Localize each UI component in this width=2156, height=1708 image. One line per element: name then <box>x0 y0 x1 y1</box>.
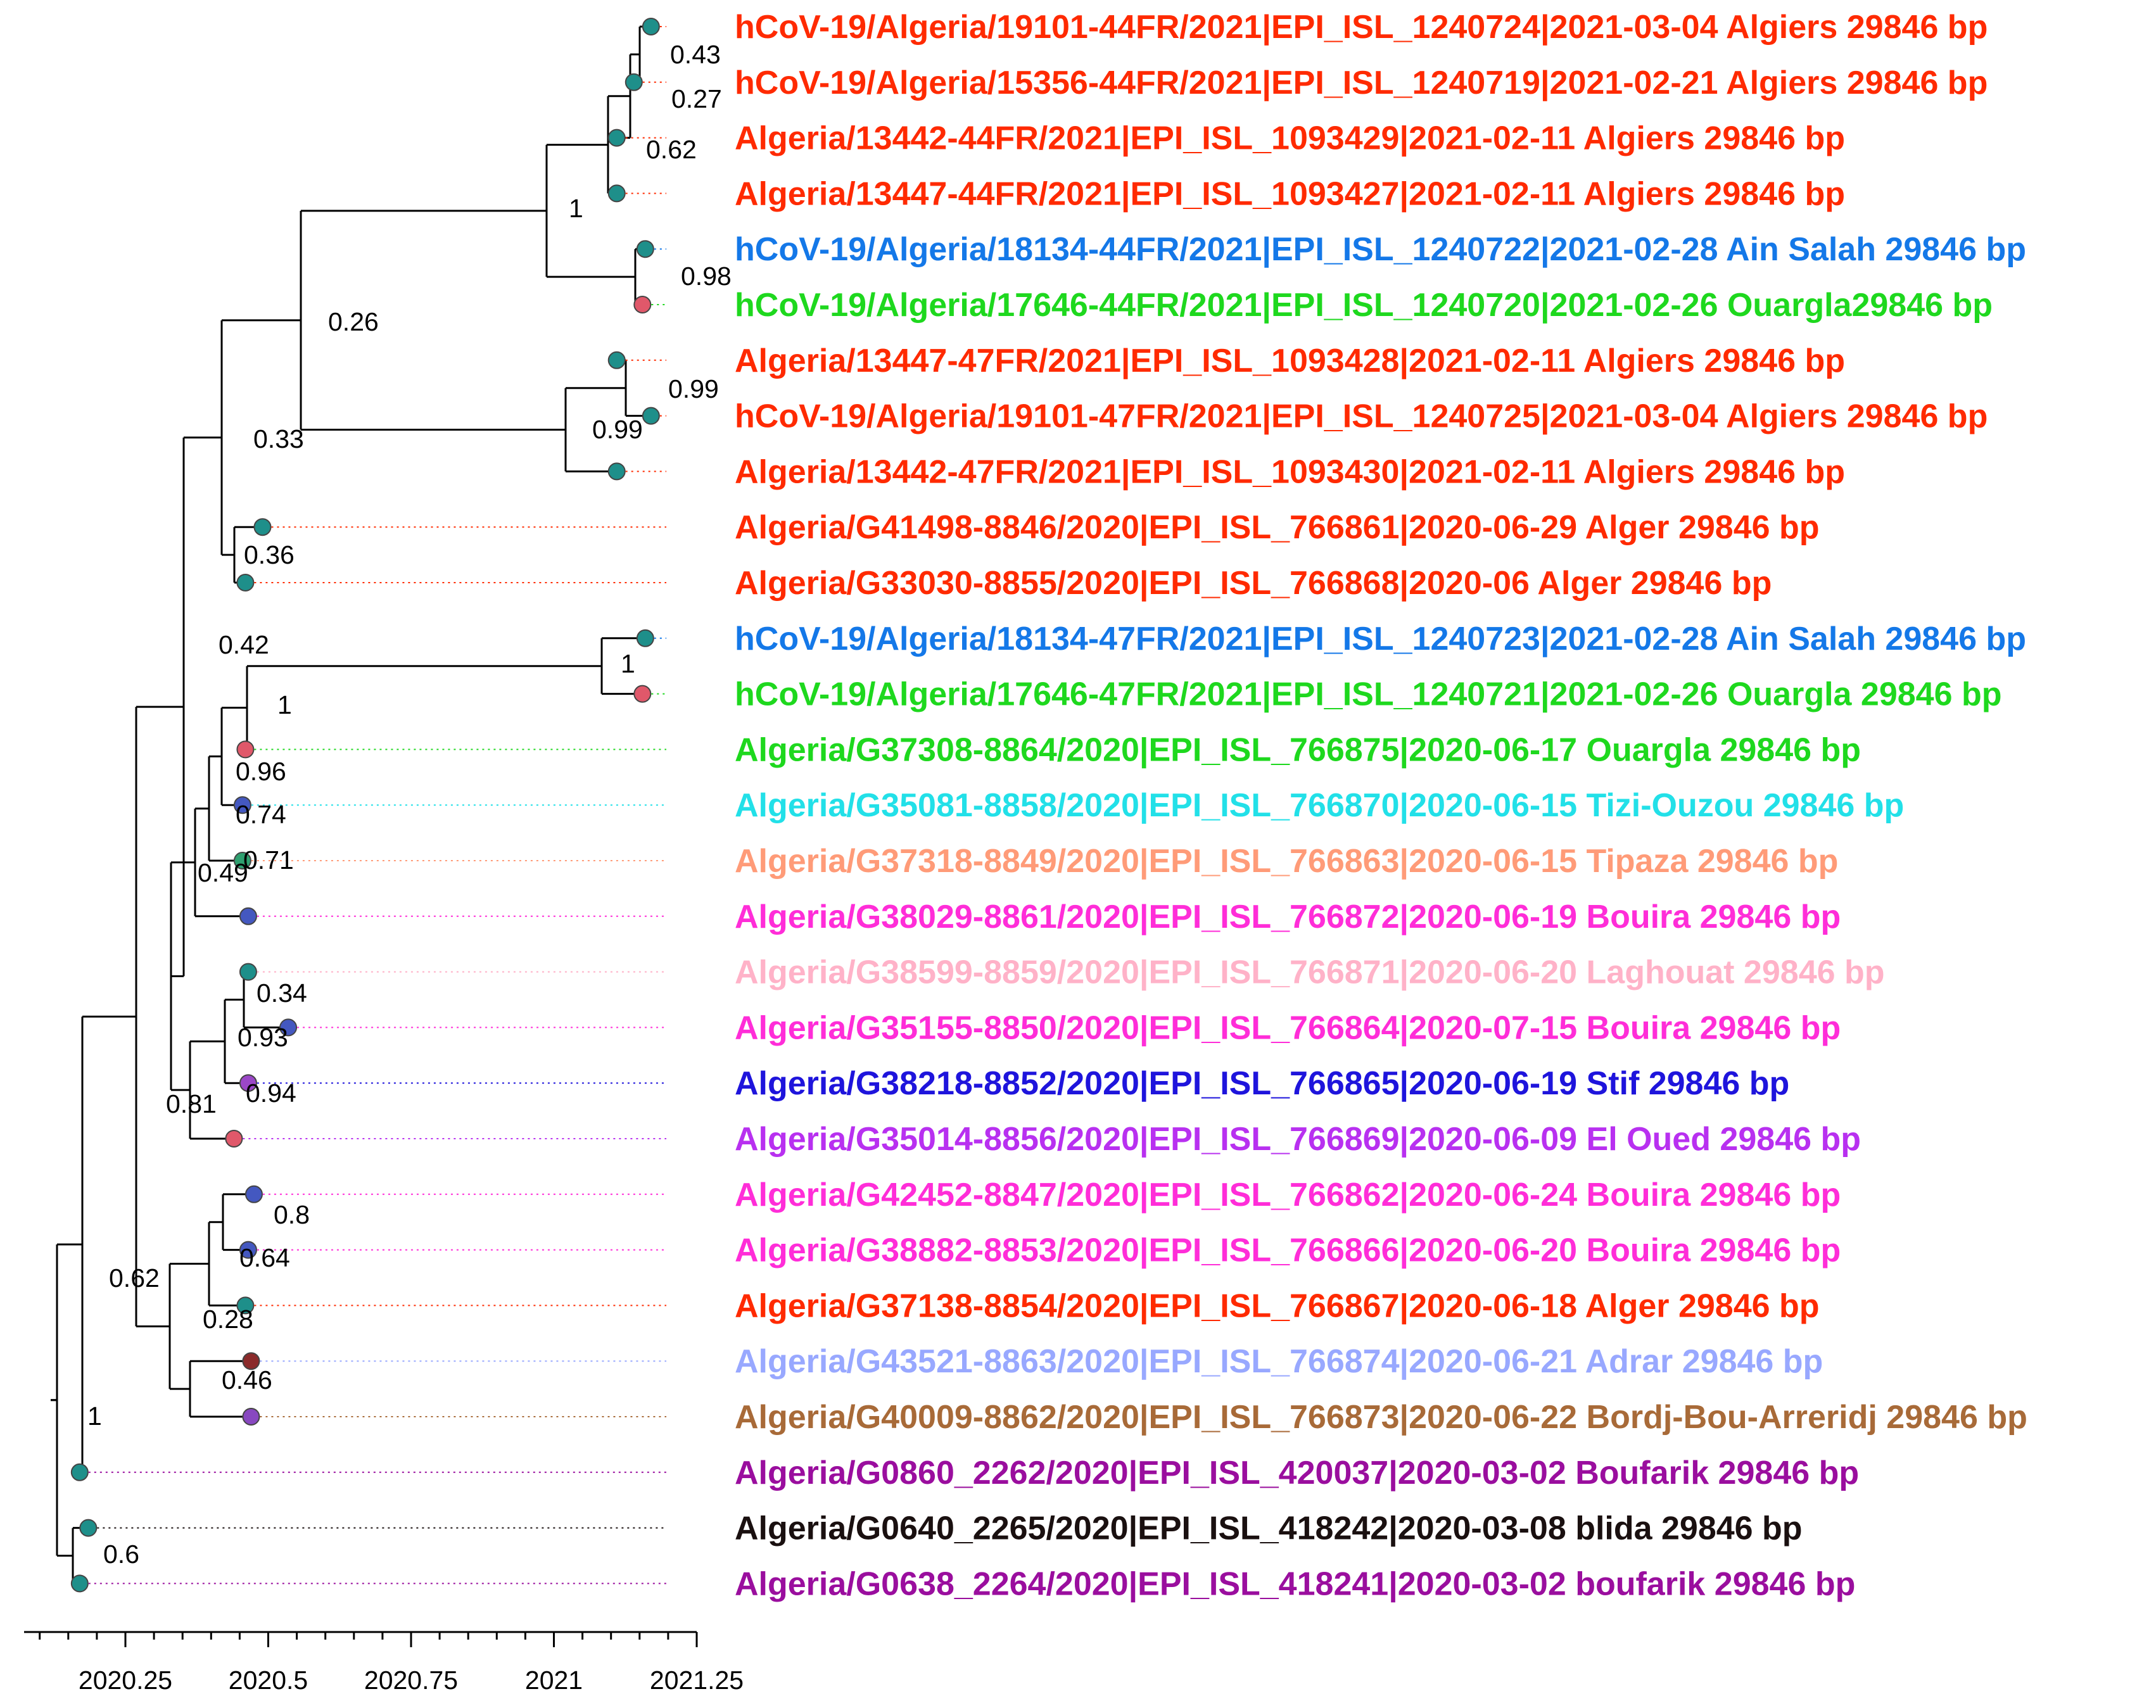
tip-node <box>607 351 626 369</box>
tip-label: Algeria/13442-44FR/2021|EPI_ISL_1093429|… <box>735 120 1845 157</box>
tip-node <box>236 1296 255 1315</box>
tip-node <box>636 240 654 258</box>
tip-node <box>225 1130 243 1148</box>
support-value: 0.93 <box>238 1023 288 1052</box>
support-value: 0.71 <box>243 845 294 875</box>
tip-node <box>239 1241 257 1259</box>
tip-label: Algeria/G0640_2265/2020|EPI_ISL_418242|2… <box>735 1510 1803 1547</box>
tip-node <box>242 1408 260 1426</box>
tip-node <box>239 963 257 981</box>
tip-label: Algeria/G41498-8846/2020|EPI_ISL_766861|… <box>735 509 1820 546</box>
support-value: 0.33 <box>253 424 304 453</box>
axis-tick-label: 2020.75 <box>364 1666 458 1695</box>
support-value: 0.98 <box>681 262 732 291</box>
tip-node <box>244 1185 263 1203</box>
tip-label: Algeria/G37138-8854/2020|EPI_ISL_766867|… <box>735 1287 1820 1324</box>
support-value: 0.64 <box>239 1243 290 1272</box>
support-value: 1 <box>621 649 635 678</box>
tip-label: hCoV-19/Algeria/18134-47FR/2021|EPI_ISL_… <box>735 621 2026 657</box>
tip-node <box>642 407 660 425</box>
tip-label: Algeria/13447-44FR/2021|EPI_ISL_1093427|… <box>735 175 1845 212</box>
support-value: 0.62 <box>109 1263 160 1293</box>
support-value: 0.28 <box>203 1305 253 1334</box>
tip-node <box>70 1463 89 1481</box>
support-value: 0.99 <box>592 415 643 444</box>
tip-node <box>239 1074 257 1092</box>
tip-label: Algeria/G43521-8863/2020|EPI_ISL_766874|… <box>735 1343 1823 1380</box>
tip-label: Algeria/G37308-8864/2020|EPI_ISL_766875|… <box>735 731 1861 768</box>
tip-label: Algeria/G35081-8858/2020|EPI_ISL_766870|… <box>735 787 1904 824</box>
tip-label: Algeria/G38599-8859/2020|EPI_ISL_766871|… <box>735 954 1885 991</box>
axis-tick-label: 2020.25 <box>79 1666 172 1695</box>
support-value: 0.43 <box>670 40 721 69</box>
tip-node <box>633 685 652 703</box>
tip-node <box>633 296 652 313</box>
tip-node <box>636 629 654 647</box>
support-value: 0.62 <box>646 135 697 164</box>
support-value: 0.34 <box>257 978 307 1008</box>
tip-label: Algeria/13447-47FR/2021|EPI_ISL_1093428|… <box>735 343 1845 379</box>
tip-node <box>233 796 251 814</box>
tip-label: Algeria/G38882-8853/2020|EPI_ISL_766866|… <box>735 1232 1841 1269</box>
tip-node <box>642 18 660 35</box>
support-value: 0.8 <box>274 1200 310 1229</box>
tip-node <box>607 462 626 481</box>
tip-label: hCoV-19/Algeria/17646-44FR/2021|EPI_ISL_… <box>735 287 1993 324</box>
support-value: 0.81 <box>166 1089 217 1118</box>
tip-node <box>253 518 272 536</box>
tip-label: hCoV-19/Algeria/19101-44FR/2021|EPI_ISL_… <box>735 9 1988 46</box>
tip-label: hCoV-19/Algeria/19101-47FR/2021|EPI_ISL_… <box>735 398 1988 435</box>
tip-label: hCoV-19/Algeria/17646-47FR/2021|EPI_ISL_… <box>735 676 2001 713</box>
tip-label: Algeria/G0860_2262/2020|EPI_ISL_420037|2… <box>735 1455 1859 1491</box>
tip-label: Algeria/G0638_2264/2020|EPI_ISL_418241|2… <box>735 1566 1855 1602</box>
support-value: 0.94 <box>246 1079 296 1108</box>
tip-node <box>239 907 257 925</box>
tip-label: Algeria/G38029-8861/2020|EPI_ISL_766872|… <box>735 899 1841 935</box>
axis-tick-label: 2021 <box>525 1666 583 1695</box>
support-value: 0.96 <box>236 757 286 786</box>
tip-node <box>236 740 255 759</box>
tip-node <box>79 1519 98 1537</box>
axis-tick-label: 2020.5 <box>229 1666 308 1695</box>
support-value: 1 <box>569 194 583 223</box>
support-value: 0.49 <box>198 858 248 887</box>
tip-label: Algeria/G35155-8850/2020|EPI_ISL_766864|… <box>735 1009 1841 1046</box>
tip-node <box>233 852 251 870</box>
tip-node <box>242 1352 260 1370</box>
tip-label: Algeria/G42452-8847/2020|EPI_ISL_766862|… <box>735 1177 1841 1213</box>
tip-label: hCoV-19/Algeria/18134-44FR/2021|EPI_ISL_… <box>735 231 2026 268</box>
support-value: 1 <box>277 690 292 719</box>
tip-node <box>625 73 643 91</box>
tip-label: Algeria/13442-47FR/2021|EPI_ISL_1093430|… <box>735 453 1845 490</box>
tip-label: Algeria/G33030-8855/2020|EPI_ISL_766868|… <box>735 565 1772 602</box>
tip-node <box>236 574 255 591</box>
tip-node <box>70 1574 89 1593</box>
support-value: 0.46 <box>222 1365 272 1395</box>
tip-node <box>279 1018 298 1037</box>
support-value: 0.99 <box>668 374 719 403</box>
tip-label: Algeria/G35014-8856/2020|EPI_ISL_766869|… <box>735 1121 1861 1158</box>
support-value: 0.27 <box>671 84 722 113</box>
support-value: 0.74 <box>236 800 286 829</box>
axis-tick-label: 2021.25 <box>650 1666 744 1695</box>
support-value: 0.26 <box>328 307 379 336</box>
support-value: 0.6 <box>103 1540 139 1569</box>
tip-label: Algeria/G38218-8852/2020|EPI_ISL_766865|… <box>735 1065 1789 1102</box>
tip-label: hCoV-19/Algeria/15356-44FR/2021|EPI_ISL_… <box>735 65 1988 101</box>
support-value: 0.42 <box>219 630 269 659</box>
support-value: 1 <box>87 1401 102 1431</box>
tip-label: Algeria/G40009-8862/2020|EPI_ISL_766873|… <box>735 1399 2027 1436</box>
tip-node <box>607 184 626 203</box>
tip-label: Algeria/G37318-8849/2020|EPI_ISL_766863|… <box>735 843 1838 880</box>
support-value: 0.36 <box>244 540 295 569</box>
tip-node <box>607 129 626 147</box>
